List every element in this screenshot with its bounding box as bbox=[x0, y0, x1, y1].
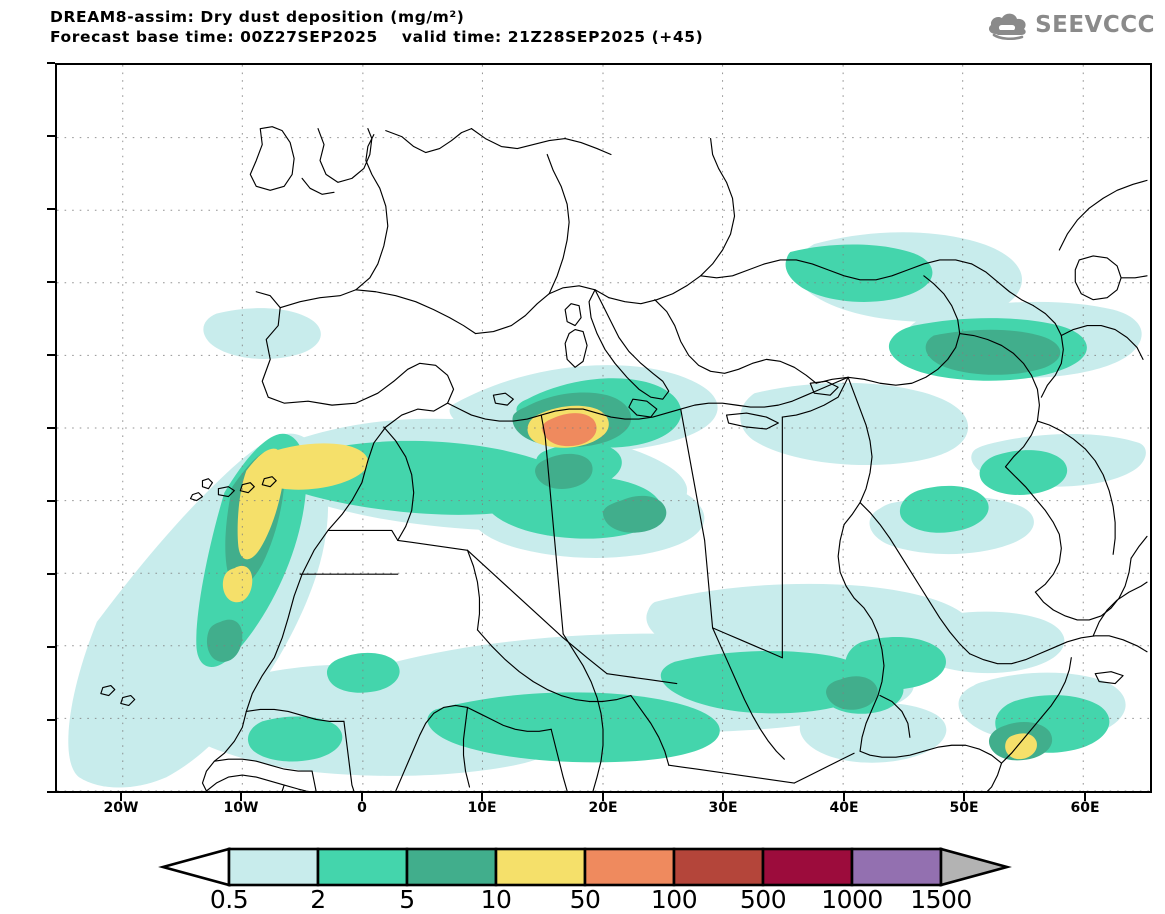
page-title: DREAM8-assim: Dry dust deposition (mg/m²… bbox=[50, 8, 465, 26]
colorbar-swatch-below-min bbox=[158, 847, 231, 887]
x-tick-label-30E: 30E bbox=[708, 800, 738, 816]
x-tick-label-20W: 20W bbox=[103, 800, 139, 816]
colorbar-swatch-above-max bbox=[939, 847, 1012, 887]
chart-header: DREAM8-assim: Dry dust deposition (mg/m²… bbox=[0, 0, 1165, 58]
dust-contour-band-50-100 bbox=[542, 413, 597, 447]
x-tick-label-60E: 60E bbox=[1070, 800, 1100, 816]
colorbar-tick-5: 5 bbox=[399, 885, 415, 914]
x-tick-label-10E: 10E bbox=[467, 800, 497, 816]
colorbar-swatch-1000-1500 bbox=[850, 847, 943, 887]
cloud-icon bbox=[989, 13, 1026, 40]
dust-deposition-map[interactable] bbox=[55, 63, 1152, 793]
dust-contour-band-2-5 bbox=[196, 244, 1110, 763]
colorbar-swatch-100-500 bbox=[672, 847, 765, 887]
map-canvas bbox=[57, 65, 1150, 791]
x-tick-label-40E: 40E bbox=[829, 800, 859, 816]
colorbar-swatch-10-50 bbox=[494, 847, 587, 887]
x-tick-label-20E: 20E bbox=[588, 800, 618, 816]
colorbar-tick-1500: 1500 bbox=[910, 885, 972, 914]
logo-text: SEEVCCC bbox=[1035, 12, 1155, 38]
colorbar-tick-1000: 1000 bbox=[821, 885, 883, 914]
seevccc-logo: SEEVCCC bbox=[986, 8, 1155, 42]
colorbar-tick-10: 10 bbox=[480, 885, 512, 914]
colorbar-svg bbox=[158, 847, 1012, 887]
x-tick-label-10W: 10W bbox=[223, 800, 259, 816]
colorbar-tick-500: 500 bbox=[739, 885, 787, 914]
colorbar-tick-50: 50 bbox=[569, 885, 601, 914]
map-coastlines bbox=[100, 126, 1148, 791]
forecast-time-subtitle: Forecast base time: 00Z27SEP2025 valid t… bbox=[50, 28, 704, 46]
colorbar-swatch-500-1000 bbox=[761, 847, 854, 887]
colorbar-tick-100: 100 bbox=[650, 885, 698, 914]
colorbar-swatch-5-10 bbox=[405, 847, 498, 887]
x-tick-label-0: 0 bbox=[357, 800, 367, 816]
colorbar[interactable]: 0.5 2 5 10 50 100 500 1000 1500 bbox=[0, 843, 1165, 914]
colorbar-swatch-0.5-2 bbox=[227, 847, 320, 887]
map-gridlines bbox=[57, 65, 1150, 791]
colorbar-swatch-2-5 bbox=[316, 847, 409, 887]
colorbar-tick-2: 2 bbox=[310, 885, 326, 914]
colorbar-swatch-50-100 bbox=[583, 847, 676, 887]
x-tick-label-50E: 50E bbox=[949, 800, 979, 816]
colorbar-tick-0.5: 0.5 bbox=[209, 885, 249, 914]
